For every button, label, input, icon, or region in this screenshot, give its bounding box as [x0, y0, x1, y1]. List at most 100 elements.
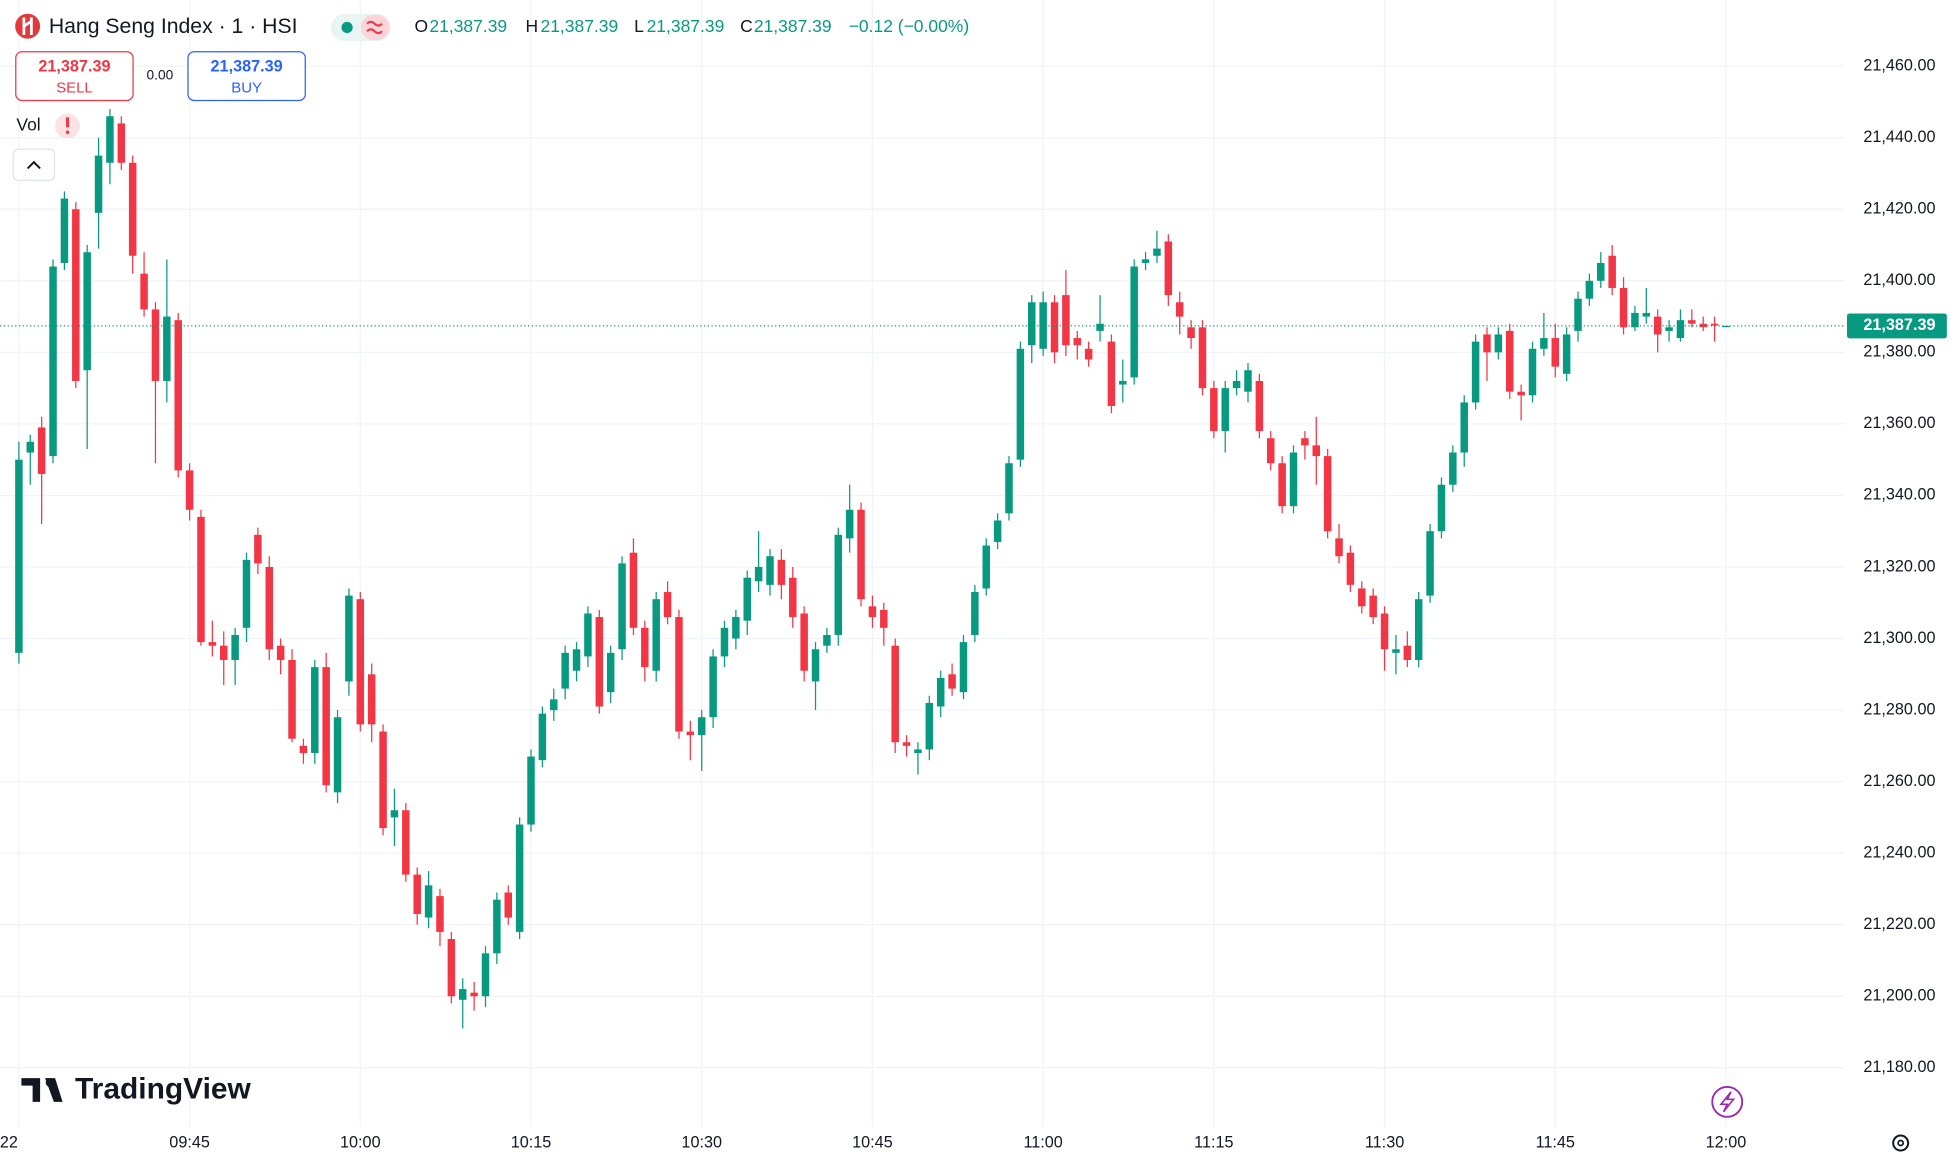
candle-body: [1267, 438, 1275, 464]
chart-title: Hang Seng Index · 1 · HSI: [49, 15, 298, 38]
candle-body: [1699, 323, 1707, 328]
candle-body: [424, 885, 433, 918]
candle-body: [1175, 302, 1184, 317]
settings-button[interactable]: [1892, 1134, 1910, 1152]
candle-body: [1335, 538, 1343, 557]
y-tick-label: 21,400.00: [1863, 271, 1935, 289]
candle-body: [1346, 552, 1355, 585]
candle-body: [1039, 302, 1047, 349]
candle-body: [1221, 388, 1229, 432]
candle-body: [356, 599, 365, 725]
candle-body: [1574, 298, 1582, 331]
candle-body: [1551, 338, 1560, 367]
y-tick-label: 21,260.00: [1863, 772, 1935, 790]
candle-body: [1710, 323, 1719, 326]
candle-body: [163, 316, 171, 381]
logo-mark: [21, 1078, 63, 1102]
settings-icon: [1897, 1139, 1905, 1147]
candle-body: [1255, 380, 1264, 432]
candle-body: [436, 896, 444, 932]
candle-body: [766, 556, 774, 585]
y-tick-label: 21,300.00: [1863, 629, 1935, 647]
candle-body: [1619, 287, 1628, 328]
candle-body: [1050, 302, 1059, 353]
candle-body: [379, 731, 387, 829]
candle-body: [891, 645, 899, 743]
candle-body: [743, 577, 751, 621]
candle-body: [333, 717, 342, 793]
legend-low-label: L: [634, 16, 644, 36]
candle-body: [83, 252, 91, 371]
candle-body: [1141, 259, 1150, 263]
candle-body: [106, 116, 114, 163]
buy-button[interactable]: [187, 51, 306, 102]
candle-body: [15, 459, 23, 653]
buy-price: 21,387.39: [211, 58, 283, 76]
candle-body: [117, 123, 126, 163]
candle-body: [550, 699, 558, 711]
candle-body: [1494, 334, 1503, 353]
candle-body: [732, 617, 740, 639]
candle-body: [1119, 380, 1127, 385]
candle-body: [1153, 248, 1161, 256]
candle-body: [1210, 388, 1218, 432]
legend-open: 21,387.39: [429, 16, 507, 36]
grid: 21,460.00 21,440.00 21,420.00 21,400.00 21,3…: [0, 0, 1936, 1151]
candle-body: [845, 509, 854, 539]
candle-body: [811, 649, 820, 682]
candle-body: [94, 155, 103, 213]
candle-body: [1096, 323, 1104, 331]
x-tick-label: 22: [0, 1133, 18, 1151]
candle-body: [265, 566, 274, 650]
candle-body: [242, 559, 251, 628]
last-price-label: 21,387.39: [1863, 316, 1935, 334]
candle-body: [1403, 645, 1412, 660]
candle-body: [402, 810, 410, 875]
y-tick-label: 21,240.00: [1863, 843, 1935, 861]
x-tick-label: 11:15: [1194, 1133, 1233, 1151]
symbol-glyph: [22, 17, 33, 35]
candle-body: [971, 592, 979, 635]
y-tick-label: 21,460.00: [1863, 56, 1935, 74]
candle-body: [1232, 380, 1241, 389]
candle-body: [629, 552, 638, 628]
buy-label: BUY: [231, 80, 262, 97]
candle-body: [561, 652, 569, 689]
sell-button[interactable]: [15, 51, 134, 102]
candle-body: [1016, 348, 1025, 460]
candle-body: [208, 642, 217, 646]
delay-badge: [360, 14, 390, 40]
spread: 0.00: [147, 68, 174, 83]
candle-body: [1392, 649, 1400, 653]
candle-body: [276, 645, 285, 660]
candle-body: [697, 717, 706, 736]
candle-body: [868, 606, 877, 618]
candle-body: [959, 642, 968, 693]
collapse-button[interactable]: [12, 148, 56, 181]
candle-body: [1483, 334, 1491, 353]
candle-body: [538, 713, 547, 761]
y-tick-label: 21,280.00: [1863, 700, 1935, 718]
candle-body: [1278, 463, 1286, 507]
x-tick-label: 11:30: [1365, 1133, 1404, 1151]
y-tick-label: 21,440.00: [1863, 128, 1935, 146]
symbol-icon: [15, 13, 41, 39]
legend-high: 21,387.39: [541, 16, 619, 36]
candle-body: [720, 627, 729, 657]
lightning-button[interactable]: [1711, 1085, 1744, 1118]
candle-body: [641, 627, 649, 668]
candle-body: [1505, 330, 1514, 392]
candle-body: [72, 209, 80, 381]
last-price-badge: [1847, 313, 1947, 339]
candle-body: [1301, 438, 1309, 446]
x-tick-label: 09:45: [169, 1133, 210, 1151]
candle-body: [1540, 338, 1548, 349]
candle-body: [1642, 313, 1651, 317]
candle-body: [1289, 452, 1298, 507]
overlay: Hang Seng Index · 1 · HSI O 21,387.39 H …: [12, 13, 1910, 1152]
candle-body: [413, 874, 421, 914]
candle-body: [663, 592, 672, 618]
x-tick-label: 12:00: [1706, 1133, 1747, 1151]
candle-body: [1062, 295, 1070, 346]
candle-body: [1653, 316, 1662, 335]
